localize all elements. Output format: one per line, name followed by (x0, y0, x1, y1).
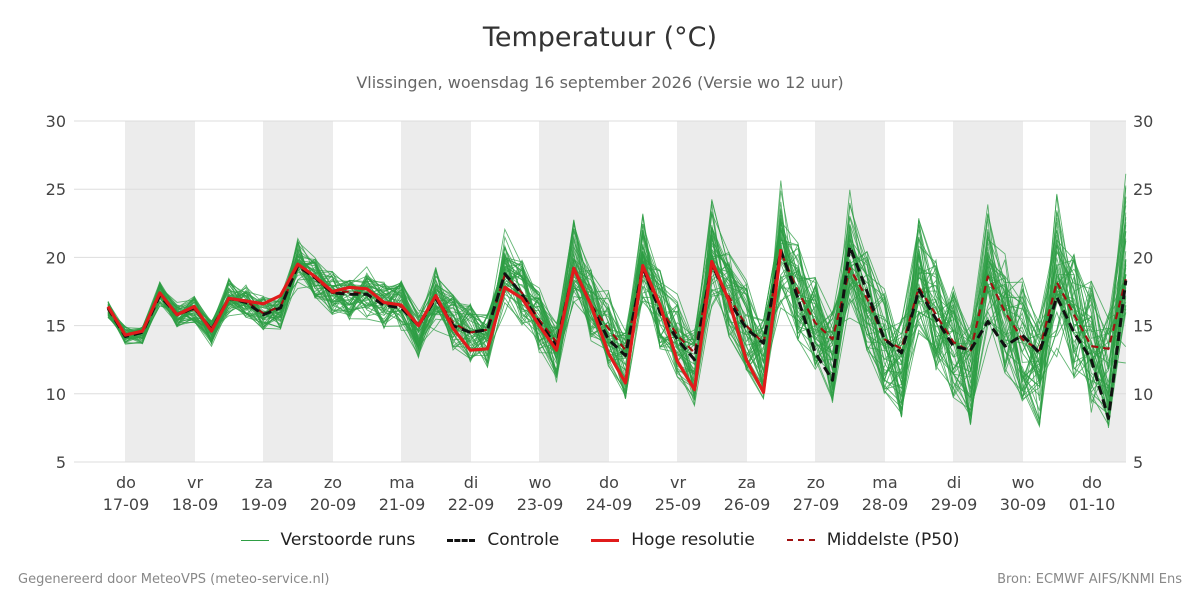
y-tick-left-15: 15 (46, 317, 66, 336)
legend-label-median: Middelste (P50) (826, 530, 960, 550)
x-tick-day-3: zo (324, 473, 342, 492)
chart-title: Temperatuur (°C) (482, 22, 718, 53)
series-line-hoge-resolutie (106, 249, 783, 394)
x-tick-day-0: do (116, 473, 136, 492)
x-tick-date-3: 20-09 (310, 495, 357, 514)
ensemble-member-39 (107, 230, 1127, 415)
y-tick-right-5: 5 (1133, 453, 1143, 472)
x-tick-date-1: 18-09 (172, 495, 219, 514)
legend-item-control[interactable]: Controle (447, 530, 559, 550)
x-tick-day-7: do (599, 473, 619, 492)
ensemble-member-42 (107, 229, 1127, 424)
ensemble-member-48 (107, 239, 1127, 421)
x-tick-date-2: 19-09 (241, 495, 288, 514)
footer-generated-by: Gegenereerd door MeteoVPS (meteo-service… (18, 572, 330, 587)
legend-swatch-median (786, 539, 815, 541)
series-line-middelste-p50- (107, 250, 1127, 354)
x-tick-date-11: 28-09 (862, 495, 909, 514)
legend-item-ensemble[interactable]: Verstoorde runs (240, 530, 416, 550)
x-tick-day-2: za (255, 473, 273, 492)
legend-item-high-res[interactable]: Hoge resolutie (591, 530, 755, 550)
shade-band-1 (263, 121, 333, 462)
series-line-controle (106, 245, 1128, 420)
legend-swatch-ensemble (240, 539, 269, 541)
x-tick-date-10: 27-09 (793, 495, 840, 514)
x-tick-date-8: 25-09 (655, 495, 702, 514)
x-tick-date-13: 30-09 (1000, 495, 1047, 514)
ensemble-member-32 (107, 256, 1127, 414)
x-tick-date-9: 26-09 (724, 495, 771, 514)
y-tick-left-20: 20 (46, 248, 66, 267)
x-tick-day-12: di (947, 473, 962, 492)
y-tick-right-10: 10 (1133, 385, 1153, 404)
x-tick-day-11: ma (872, 473, 897, 492)
y-tick-right-30: 30 (1133, 112, 1153, 131)
x-tick-day-10: zo (807, 473, 825, 492)
ensemble-member-29 (107, 205, 1127, 422)
y-tick-right-20: 20 (1133, 248, 1153, 267)
legend-label-high-res: Hoge resolutie (631, 530, 755, 550)
x-tick-day-4: ma (389, 473, 414, 492)
x-tick-date-14: 01-10 (1069, 495, 1116, 514)
footer-source: Bron: ECMWF AIFS/KNMI Ens (997, 572, 1182, 587)
x-tick-day-9: za (738, 473, 756, 492)
legend-item-median[interactable]: Middelste (P50) (786, 530, 960, 550)
y-tick-right-15: 15 (1133, 317, 1153, 336)
x-tick-date-6: 23-09 (517, 495, 564, 514)
x-tick-day-6: wo (529, 473, 552, 492)
x-tick-day-8: vr (670, 473, 686, 492)
y-tick-left-30: 30 (46, 112, 66, 131)
x-tick-date-4: 21-09 (379, 495, 426, 514)
legend-swatch-control (447, 538, 476, 542)
x-tick-day-13: wo (1012, 473, 1035, 492)
legend-label-control: Controle (487, 530, 560, 550)
ensemble-member-40 (107, 214, 1127, 419)
y-tick-left-10: 10 (46, 385, 66, 404)
x-tick-date-5: 22-09 (448, 495, 495, 514)
x-tick-day-14: do (1082, 473, 1102, 492)
x-tick-day-5: di (464, 473, 479, 492)
y-tick-right-25: 25 (1133, 180, 1153, 199)
y-tick-left-5: 5 (56, 453, 66, 472)
y-tick-left-25: 25 (46, 180, 66, 199)
x-tick-date-0: 17-09 (103, 495, 150, 514)
ensemble-member-44 (107, 223, 1127, 400)
x-tick-date-7: 24-09 (586, 495, 633, 514)
legend-label-ensemble: Verstoorde runs (280, 530, 416, 550)
legend-swatch-high-res (591, 538, 620, 542)
chart-legend: Verstoorde runs Controle Hoge resolutie … (0, 530, 1200, 550)
chart-subtitle: Vlissingen, woensdag 16 september 2026 (… (356, 73, 844, 92)
x-tick-date-12: 29-09 (931, 495, 978, 514)
x-tick-day-1: vr (187, 473, 203, 492)
